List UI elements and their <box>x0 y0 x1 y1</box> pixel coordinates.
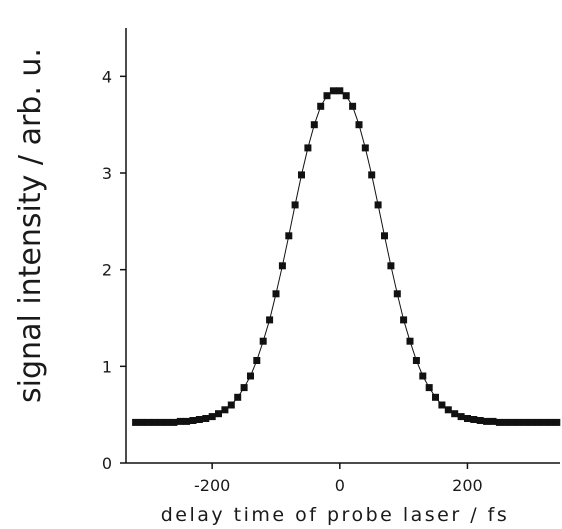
data-point <box>495 418 503 426</box>
data-point <box>349 102 357 110</box>
data-point <box>202 415 210 422</box>
data-point <box>298 171 305 179</box>
x-axis-label: delay time of probe laser / fs <box>161 504 510 526</box>
data-point <box>508 418 516 426</box>
data-point <box>476 417 484 424</box>
data-series <box>132 87 561 426</box>
data-point <box>521 418 529 426</box>
data-point <box>483 417 491 425</box>
x-tick-label: -200 <box>194 476 230 495</box>
data-point <box>157 418 165 426</box>
y-tick-label: 2 <box>102 261 112 280</box>
x-tick-label: 200 <box>452 476 483 495</box>
data-point <box>234 393 242 401</box>
y-tick-label: 3 <box>102 164 112 183</box>
data-point <box>502 418 510 426</box>
data-point <box>317 102 325 110</box>
data-point <box>227 401 235 409</box>
data-point <box>195 416 203 423</box>
data-point <box>151 418 159 426</box>
data-point <box>164 418 171 426</box>
data-point <box>170 418 178 426</box>
data-point <box>432 393 439 401</box>
data-point <box>457 413 465 421</box>
data-point <box>515 418 522 426</box>
data-point <box>381 232 388 240</box>
data-point <box>208 413 216 421</box>
y-tick-label: 0 <box>102 454 112 473</box>
data-point <box>138 418 146 426</box>
data-point <box>419 372 427 380</box>
data-point <box>183 417 191 425</box>
data-point <box>553 418 561 426</box>
data-point <box>425 384 433 392</box>
data-point <box>304 144 312 152</box>
series-line <box>135 90 557 423</box>
data-point <box>291 201 299 209</box>
axes <box>125 28 560 464</box>
data-point <box>189 417 197 424</box>
data-point <box>336 87 344 95</box>
data-point <box>247 372 254 380</box>
data-point <box>323 92 331 100</box>
data-point <box>527 418 535 426</box>
data-point <box>240 384 248 392</box>
data-point <box>400 316 408 324</box>
data-point <box>215 410 222 418</box>
data-point <box>546 418 554 426</box>
data-point <box>285 232 293 240</box>
data-point <box>464 415 471 422</box>
data-point <box>132 418 140 426</box>
y-tick-label: 4 <box>102 67 112 86</box>
data-point <box>438 401 446 409</box>
data-point <box>221 406 229 414</box>
y-tick-label: 1 <box>102 357 112 376</box>
data-point <box>272 290 280 298</box>
data-point <box>534 418 542 426</box>
data-point <box>444 406 452 414</box>
data-point <box>259 337 267 345</box>
data-point <box>540 418 548 426</box>
data-point <box>393 290 401 298</box>
data-point <box>253 357 261 364</box>
data-point <box>368 171 376 179</box>
data-point <box>406 337 414 345</box>
data-point <box>355 121 363 129</box>
data-point <box>278 262 286 270</box>
data-point <box>489 417 497 425</box>
x-tick-label: 0 <box>335 476 345 495</box>
tick-group: 0 1 2 3 4 -200 0 200 <box>102 67 483 495</box>
data-point <box>387 262 395 270</box>
data-point <box>329 87 337 95</box>
data-point <box>451 410 459 418</box>
data-point <box>266 316 274 324</box>
data-point <box>361 144 369 152</box>
data-point <box>374 201 382 209</box>
y-axis-label: signal intensity / arb. u. <box>13 48 48 403</box>
data-point <box>470 416 478 423</box>
data-point <box>310 121 318 129</box>
data-point <box>342 92 350 100</box>
data-point <box>412 357 420 364</box>
data-point <box>144 418 152 426</box>
data-point <box>176 417 184 425</box>
